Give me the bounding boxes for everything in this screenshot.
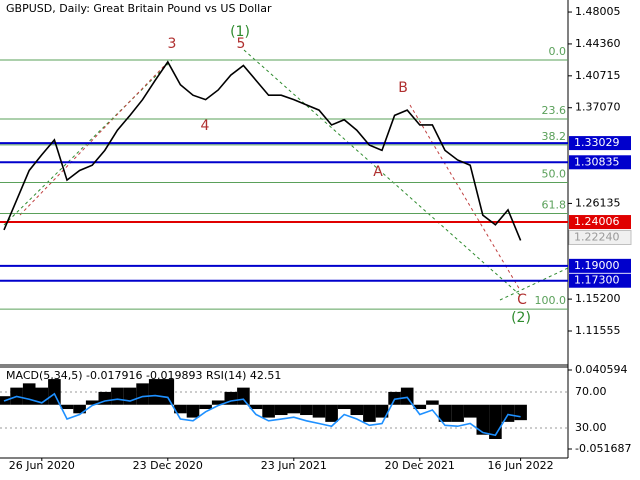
x-tick-label: 23 Dec 2020	[133, 459, 203, 472]
price-label: 1.17300	[574, 274, 620, 287]
macd-bar	[274, 404, 288, 416]
price-label-box	[569, 136, 631, 151]
x-tick-label: 26 Jun 2020	[9, 459, 75, 472]
y-tick-label: 1.44360	[575, 37, 621, 50]
macd-bar	[136, 383, 149, 405]
indicator-title: MACD(5,34,5) -0.017916 -0.019893 RSI(14)…	[6, 369, 281, 382]
current-price-box	[568, 229, 632, 245]
macd-bar	[211, 400, 225, 405]
macd-bar	[73, 404, 86, 414]
wave-label: 4	[201, 118, 210, 134]
price-label-box	[569, 258, 631, 273]
wave-label: 3	[168, 36, 177, 52]
current-price-label: 1.22240	[574, 230, 620, 243]
wave-label: B	[398, 80, 408, 96]
macd-bar	[199, 404, 212, 410]
price-label-box	[569, 215, 631, 230]
x-tick-label: 20 Dec 2021	[385, 459, 455, 472]
macd-bar	[85, 400, 99, 405]
y-tick-label: 0.040594	[575, 363, 628, 376]
macd-bar	[363, 404, 376, 422]
macd-bar	[325, 404, 338, 422]
y-tick-label: -0.051687	[575, 442, 631, 455]
fibonacci-label: 0.0	[549, 45, 567, 58]
macd-bar	[287, 404, 301, 414]
macd-bar	[161, 379, 175, 405]
macd-bar	[123, 387, 137, 405]
x-tick-label: 23 Jun 2021	[261, 459, 327, 472]
macd-bar	[249, 404, 263, 410]
macd-bar	[350, 404, 364, 416]
price-label: 1.19000	[574, 259, 620, 272]
price-label-box	[569, 155, 631, 170]
rsi-line	[3, 392, 521, 437]
macd-bar	[451, 404, 464, 422]
macd-bar	[426, 400, 439, 405]
trend-line	[243, 49, 521, 296]
y-tick-label: 1.11555	[575, 324, 621, 337]
macd-bar	[174, 404, 187, 414]
price-label: 1.24006	[574, 215, 620, 228]
macd-bar	[60, 404, 74, 410]
macd-bar	[413, 404, 427, 410]
macd-bar	[111, 387, 124, 405]
fibonacci-label: 61.8	[542, 199, 567, 212]
trend-line	[499, 267, 569, 301]
macd-bar	[501, 404, 515, 422]
y-tick-label: 1.40715	[575, 69, 621, 82]
macd-bar	[237, 387, 250, 405]
wave-label: (1)	[230, 24, 250, 40]
macd-bar	[463, 404, 477, 418]
macd-bar	[388, 391, 401, 405]
fibonacci-label: 50.0	[542, 168, 567, 181]
y2-tick-label: 30.00	[575, 421, 607, 434]
macd-bar	[262, 404, 275, 418]
y-tick-label: 1.26135	[575, 196, 621, 209]
wave-label: 5	[237, 36, 246, 52]
fibonacci-label: 100.0	[535, 294, 567, 307]
x-tick-label: 16 Jun 2022	[488, 459, 554, 472]
price-label: 1.30835	[574, 155, 620, 168]
macd-bar	[375, 404, 389, 418]
macd-bar	[438, 404, 452, 422]
y-tick-label: 1.37070	[575, 101, 621, 114]
wave-label: C	[517, 292, 527, 308]
macd-bar	[148, 379, 162, 405]
fibonacci-label: 38.2	[542, 130, 567, 143]
chart-title: GBPUSD, Daily: Great Britain Pound vs US…	[6, 2, 272, 15]
macd-bar	[312, 404, 326, 418]
y2-tick-label: 70.00	[575, 385, 607, 398]
fibonacci-label: 23.6	[542, 104, 567, 117]
macd-bar	[337, 404, 351, 410]
price-line	[3, 60, 522, 241]
macd-bar	[514, 404, 527, 421]
macd-bar	[22, 383, 36, 405]
wave-label: A	[373, 164, 383, 180]
wave-label: (2)	[511, 310, 531, 326]
price-label-box	[569, 273, 631, 288]
macd-bar	[476, 404, 490, 435]
y-tick-label: 1.15200	[575, 292, 621, 305]
price-label: 1.33029	[574, 136, 620, 149]
macd-bar	[186, 404, 200, 418]
macd-bar	[300, 404, 313, 416]
y-tick-label: 1.48005	[575, 5, 621, 18]
